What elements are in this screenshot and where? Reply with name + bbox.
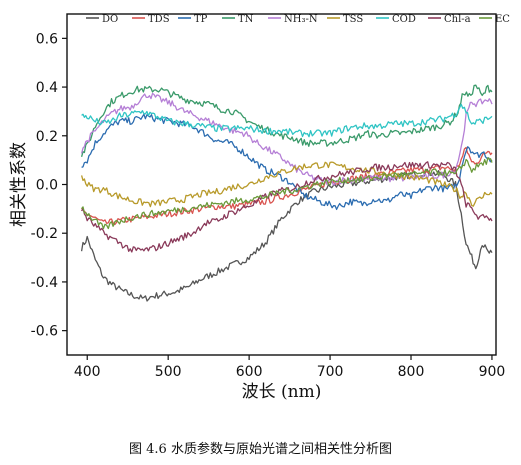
legend-item: TSS xyxy=(327,14,363,25)
legend-item: TP xyxy=(178,14,208,25)
x-tick-label: 900 xyxy=(479,364,506,380)
y-tick-label: -0.4 xyxy=(31,275,58,291)
plot-border xyxy=(66,13,497,356)
x-tick-label: 700 xyxy=(317,364,344,380)
legend-label: TDS xyxy=(148,14,170,25)
y-tick-label: -0.2 xyxy=(31,226,58,242)
legend-item: Chl-a xyxy=(428,14,471,25)
x-tick-label: 500 xyxy=(155,364,182,380)
figure-caption: 图 4.6 水质参数与原始光谱之间相关性分析图 xyxy=(129,442,392,457)
legend-label: DO xyxy=(102,14,118,25)
legend-label: TP xyxy=(194,14,208,25)
legend-item: NH₃-N xyxy=(268,14,318,25)
series-line-nh3-n xyxy=(80,92,493,186)
series-layer xyxy=(80,84,493,302)
plot-frame xyxy=(66,13,497,356)
series-line-tn xyxy=(80,84,493,157)
x-axis-title: 波长 (nm) xyxy=(242,382,322,402)
y-tick-label: 0.4 xyxy=(36,80,58,96)
y-tick-label: 0.0 xyxy=(36,178,58,194)
x-tick-label: 400 xyxy=(74,364,101,380)
y-tick-label: 0.6 xyxy=(36,31,58,47)
legend: DO TDS TP TN NH₃-N TSS COD Chl-a EC xyxy=(86,14,510,25)
tick-layer: 400 500 600 700 800 900 -0.6 -0.4 -0.2 0.0 0.2 0.4 0… xyxy=(31,31,506,380)
legend-item: DO xyxy=(86,14,118,25)
series-line-tds xyxy=(81,146,493,226)
legend-label: NH₃-N xyxy=(284,14,318,25)
legend-item: COD xyxy=(376,14,416,25)
legend-item: TN xyxy=(222,14,254,25)
x-tick-label: 600 xyxy=(236,364,263,380)
y-axis-title: 相关性系数 xyxy=(9,142,29,227)
legend-label: EC xyxy=(495,14,510,25)
correlation-chart: 400 500 600 700 800 900 -0.6 -0.4 -0.2 0.0 0.2 0.4 0… xyxy=(9,13,510,402)
legend-label: TSS xyxy=(343,14,363,25)
series-line-tp xyxy=(81,113,493,211)
y-tick-label: 0.2 xyxy=(36,129,58,145)
legend-label: Chl-a xyxy=(444,14,471,25)
y-tick-label: -0.6 xyxy=(31,324,58,340)
legend-item: TDS xyxy=(132,14,170,25)
legend-item: EC xyxy=(479,14,510,25)
legend-label: COD xyxy=(392,14,416,25)
legend-label: TN xyxy=(238,14,254,25)
series-line-ec xyxy=(81,157,493,230)
series-line-tss xyxy=(80,161,493,208)
x-tick-label: 800 xyxy=(398,364,425,380)
series-line-cod xyxy=(81,103,493,138)
